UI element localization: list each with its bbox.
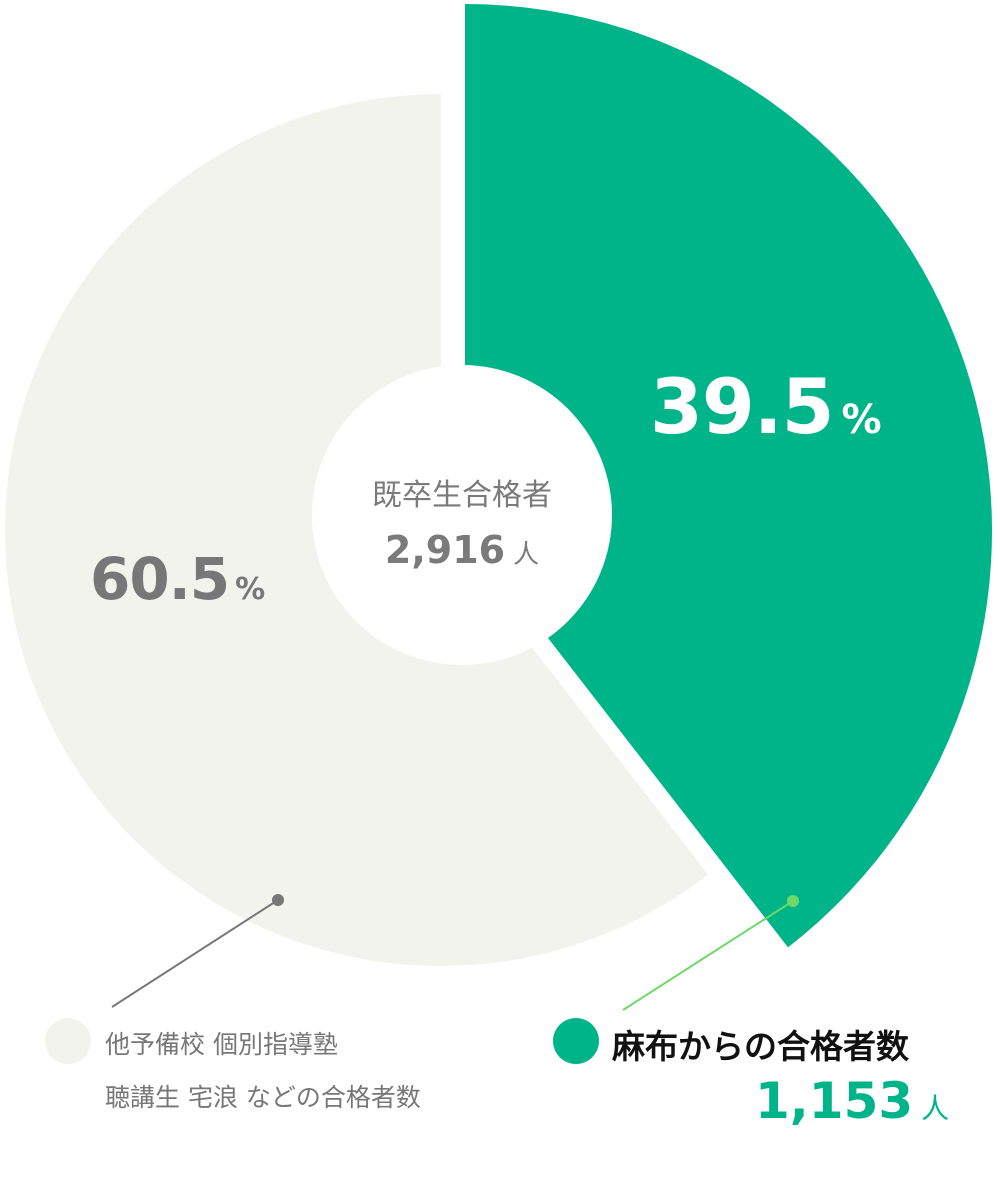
slice-percent-azabu: 39.5% [650, 362, 882, 451]
leader-line-azabu [622, 900, 794, 1011]
legend-label-other-line1: 他予備校 個別指導塾 [105, 1030, 338, 1059]
legend-label-other-line2: 聴講生 宅浪 などの合格者数 [105, 1083, 421, 1112]
legend-label-azabu: 麻布からの合格者数 [612, 1027, 909, 1066]
donut-hole [312, 365, 612, 665]
leader-line-other [111, 899, 279, 1008]
slice-azabu [465, 4, 992, 948]
leader-dot-azabu [787, 895, 799, 907]
center-total: 2,916 人 [384, 528, 540, 572]
leader-dot-other [272, 894, 284, 906]
slice-percent-other: 60.5% [90, 545, 265, 613]
legend-swatch-other [45, 1018, 91, 1064]
legend-value-azabu: 1,153 人 [755, 1072, 950, 1130]
center-title: 既卒生合格者 [372, 478, 552, 513]
legend-swatch-azabu [553, 1018, 599, 1064]
